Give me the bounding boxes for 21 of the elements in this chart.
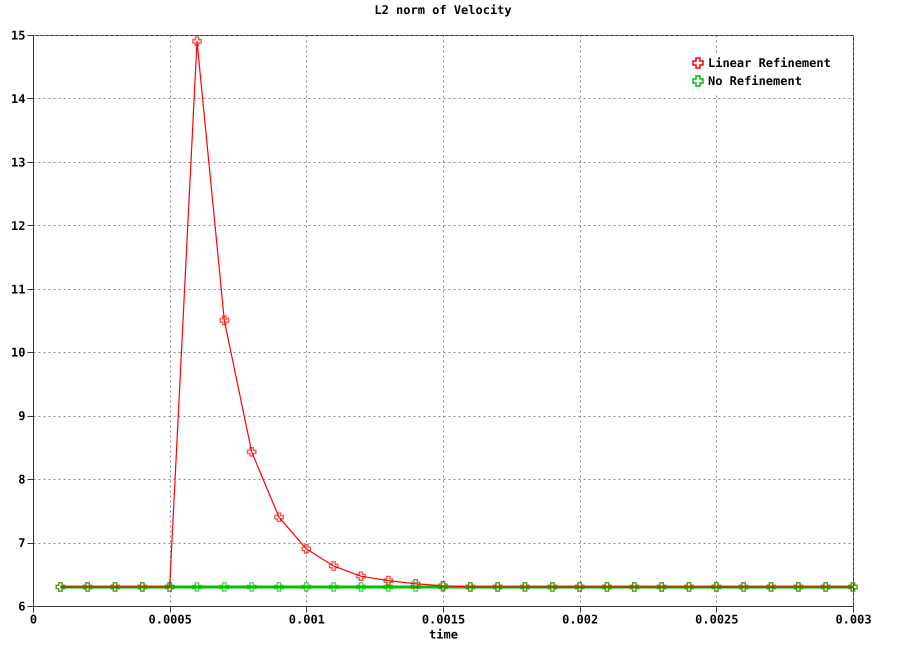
- x-tick-label: 0.003: [835, 612, 872, 626]
- x-axis-title: time: [429, 628, 458, 642]
- y-tick-label: 9: [18, 409, 26, 424]
- legend-label: Linear Refinement: [708, 56, 831, 70]
- legend-label: No Refinement: [708, 74, 802, 88]
- y-tick-label: 8: [18, 472, 26, 487]
- y-tick-label: 11: [11, 282, 26, 296]
- y-tick-label: 13: [11, 155, 26, 170]
- chart-title: L2 norm of Velocity: [374, 3, 512, 17]
- x-tick-label: 0.0015: [422, 612, 466, 626]
- y-tick-label: 12: [11, 218, 26, 233]
- x-tick-label: 0.002: [562, 612, 598, 626]
- y-tick-label: 6: [18, 600, 26, 614]
- x-tick-label: 0.0025: [695, 612, 739, 626]
- y-tick-label: 7: [18, 536, 26, 550]
- y-tick-label: 10: [11, 346, 26, 360]
- x-tick-label: 0.001: [288, 612, 325, 626]
- y-tick-label: 15: [11, 28, 26, 42]
- x-tick-label: 0: [30, 612, 38, 626]
- y-tick-label: 14: [11, 92, 26, 106]
- x-tick-label: 0.0005: [148, 612, 192, 626]
